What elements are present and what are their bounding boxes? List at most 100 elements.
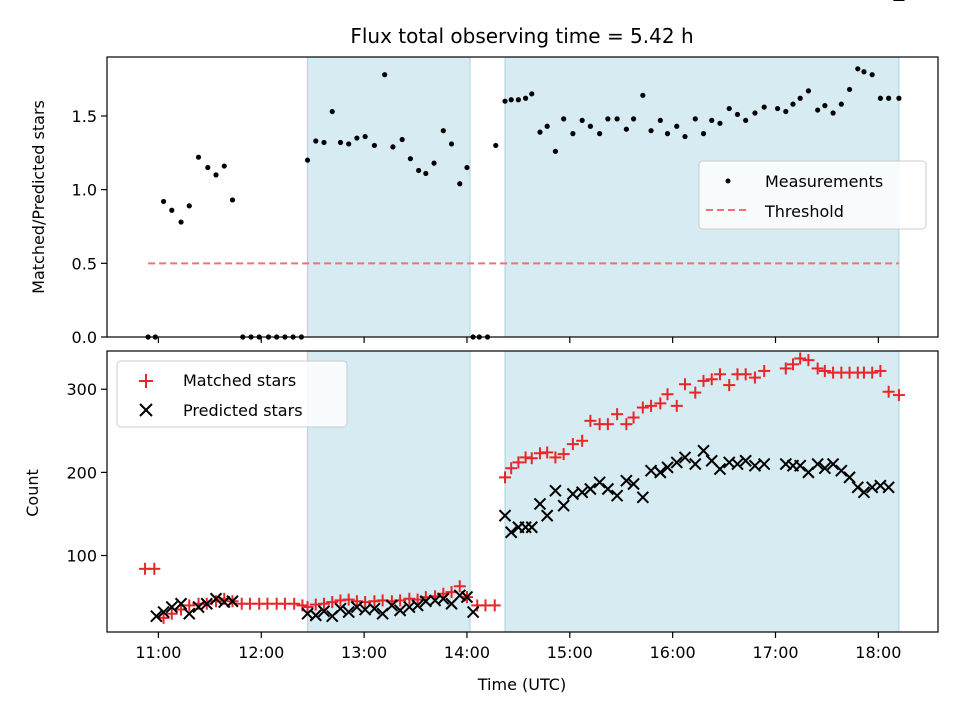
matched-star-point [342,593,355,606]
matched-star-point [794,352,807,365]
legend-matched-label: Matched stars [183,371,296,390]
predicted-star-point [689,457,702,471]
measurement-point [186,203,192,209]
top-ytick-label: 0.5 [72,254,97,273]
predicted-star-point [593,476,606,489]
xtick-label: 14:00 [444,643,490,662]
predicted-star-point [309,609,322,622]
predicted-star-point [453,589,466,602]
measurement-point [709,117,715,123]
measurement-point [390,144,396,150]
measurement-point [877,95,884,101]
chart-title: Flux total observing time = 5.42 h [350,24,693,48]
measurement-point [692,116,698,122]
predicted-star-point [226,595,239,608]
predicted-star-point [342,605,355,619]
measurement-point [304,157,311,163]
matched-star-point [183,599,196,612]
predicted-star-point [757,457,771,471]
measurement-point [822,103,828,109]
measurement-point [861,69,867,75]
predicted-star-point [739,454,752,467]
measurement-point [337,139,344,146]
xtick-label: 11:00 [135,643,181,662]
measurement-point [493,142,499,149]
top-ytick-label: 0.0 [72,328,97,347]
top-plot-frame [106,56,939,338]
predicted-star-point [697,444,710,457]
matched-star-point [818,364,831,377]
measurement-point [674,123,680,129]
matched-star-point [165,607,178,620]
measurement-point [579,117,585,123]
predicted-star-point [368,602,381,615]
measurement-point [614,116,620,122]
matched-star-point [620,418,633,431]
measurement-point [537,129,543,135]
matched-star-point [654,397,667,410]
matched-star-point [288,597,301,610]
predicted-star-point [504,526,518,539]
predicted-star-point [557,499,570,512]
measurement-point [630,116,637,122]
measurement-point [869,72,875,78]
xtick-label: 12:00 [238,643,284,662]
predicted-star-point [498,509,512,522]
measurement-point [544,123,550,129]
measurement-point [169,207,175,213]
matched-star-point [779,362,792,375]
matched-star-point [525,452,538,465]
measurement-point [529,91,535,97]
matched-star-point [148,562,161,575]
xtick-label: 15:00 [547,643,593,662]
measurement-point [605,116,611,122]
matched-star-point [636,401,649,414]
matched-star-point [739,368,752,381]
top-ytick-label: 1.5 [72,107,97,126]
predicted-star-point [411,599,424,612]
xtick-label: 18:00 [855,643,901,662]
predicted-star-point [174,597,188,610]
predicted-star-point [165,600,179,614]
top-y-axis-label: Matched/Predicted stars [29,100,48,294]
measurement-point [838,101,844,107]
predicted-star-point [334,602,347,615]
predicted-star-point [209,592,223,605]
predicted-star-point [610,489,624,502]
matched-star-point [874,364,887,377]
matched-star-point [318,597,331,610]
measurement-point [570,131,576,137]
predicted-star-point [835,464,848,477]
predicted-star-point [393,604,407,617]
x-axis-label: Time (UTC) [477,675,566,694]
measurement-point [313,138,319,144]
measurement-point [623,126,629,132]
measurement-point [431,160,437,166]
measurement-point [464,164,470,171]
matched-star-point [411,593,424,606]
measurement-point [805,88,812,94]
matched-star-point [678,378,691,391]
measurement-point [423,170,429,177]
matched-star-point [541,446,554,459]
measurement-point [522,95,529,101]
predicted-star-point [192,600,205,614]
predicted-star-point [857,486,871,499]
predicted-star-point [575,486,589,499]
predicted-star-point [731,457,744,471]
predicted-star-point [678,451,692,464]
measurement-point [815,107,821,113]
measurement-point [855,66,861,72]
matched-star-point [713,368,726,381]
predicted-star-point [385,599,399,612]
measurement-point [561,116,567,122]
top-shaded-interval [307,57,471,337]
predicted-star-point [713,462,727,476]
matched-star-point [689,386,702,399]
measurement-point [700,131,707,137]
predicted-star-point [183,607,196,620]
measurement-point [195,154,202,160]
predicted-star-point [549,484,562,497]
legend-predicted-label: Predicted stars [183,401,303,420]
